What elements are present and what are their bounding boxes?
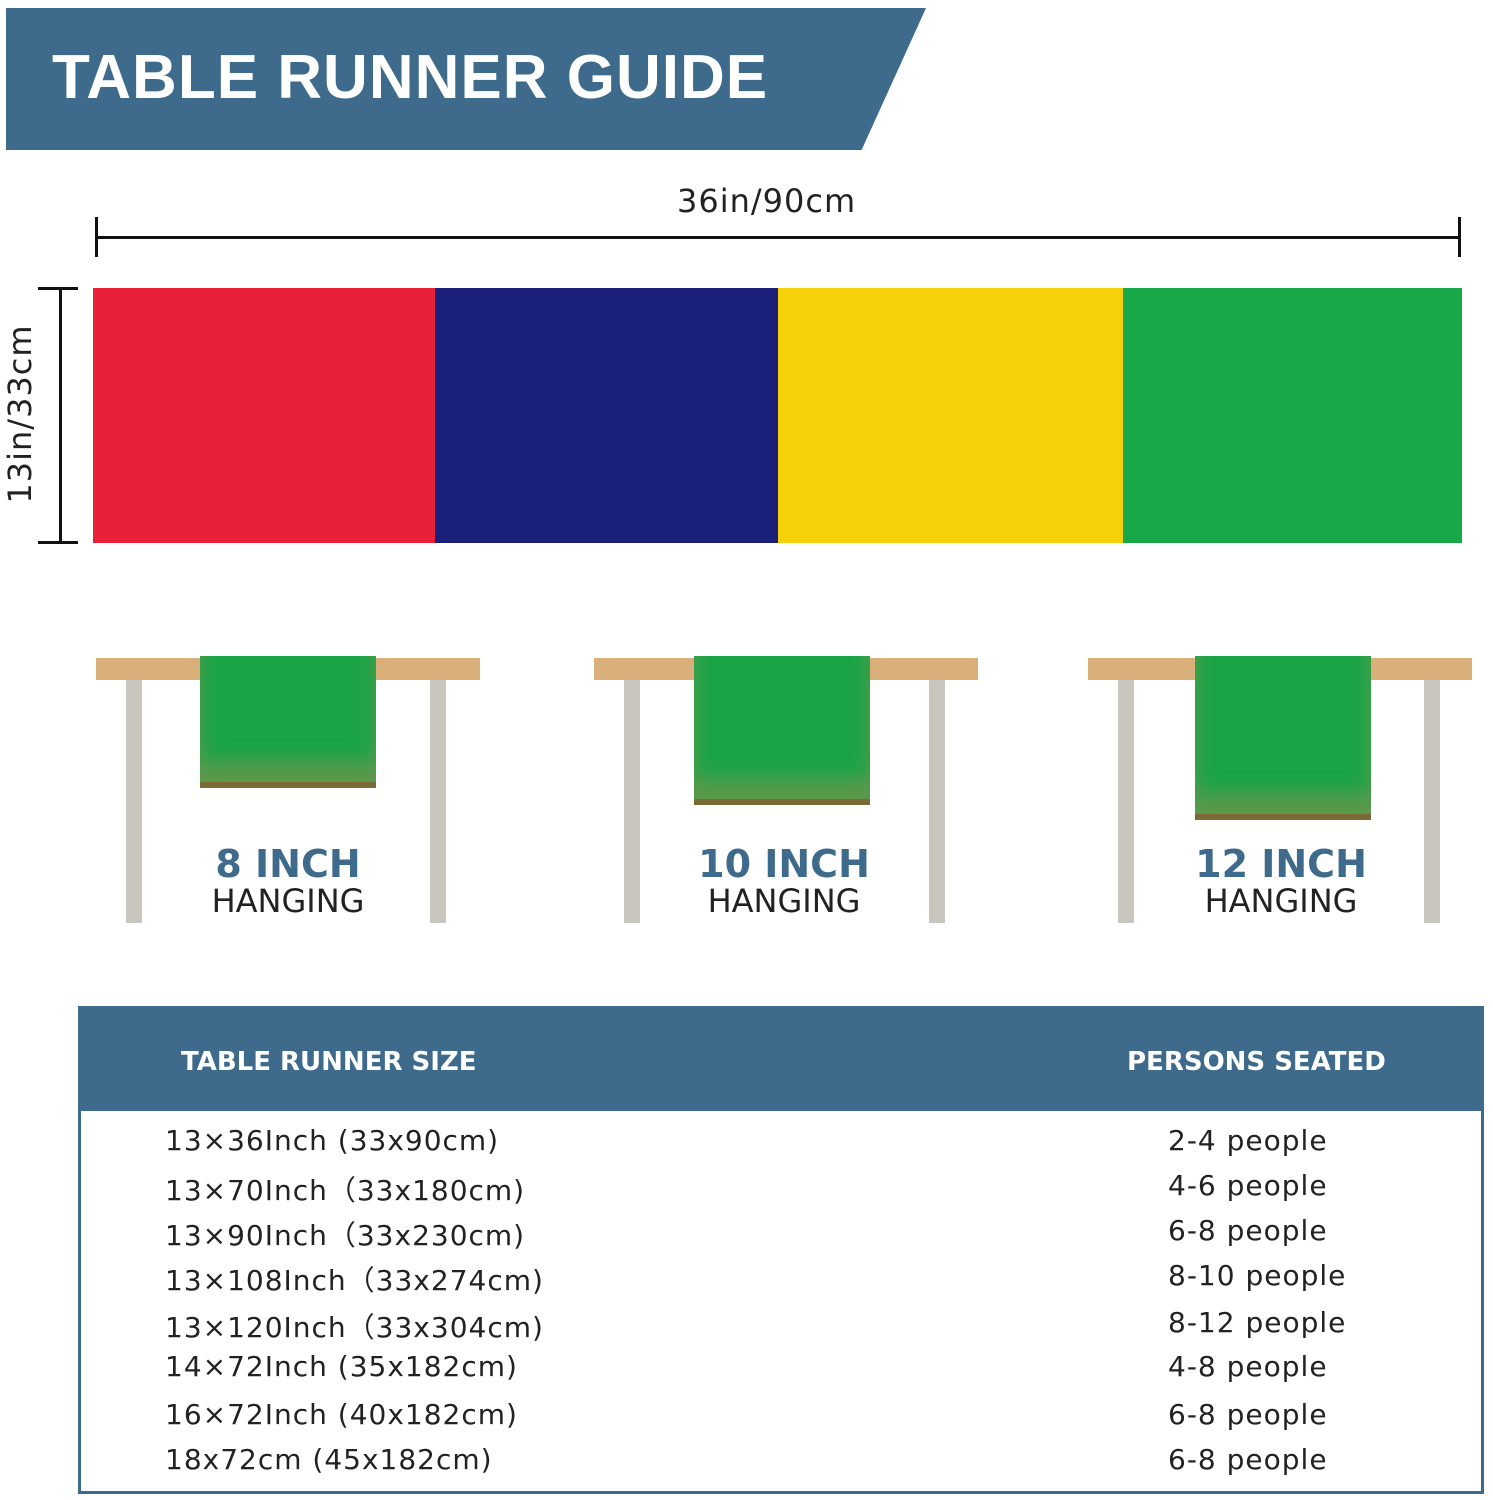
runner-drape xyxy=(200,656,376,788)
dimension-tick xyxy=(95,217,98,257)
table-row-persons: 6-8 people xyxy=(1168,1214,1328,1247)
dimension-tick xyxy=(1458,217,1461,257)
header-size: TABLE RUNNER SIZE xyxy=(181,1047,477,1077)
dimension-tick xyxy=(38,541,78,544)
table-row-persons: 8-12 people xyxy=(1168,1306,1347,1339)
table-row-persons: 6-8 people xyxy=(1168,1443,1328,1476)
width-dimension-line xyxy=(97,236,1461,239)
table-row-persons: 2-4 people xyxy=(1168,1124,1328,1157)
title-banner xyxy=(6,8,926,150)
hanging-size: 10 INCH xyxy=(698,842,870,886)
runner-stripe-blue xyxy=(435,288,778,543)
size-table: TABLE RUNNER SIZE PERSONS SEATED 13×36In… xyxy=(78,1006,1484,1494)
table-row-size: 13×70Inch（33x180cm) xyxy=(165,1174,526,1207)
table-row-size: 14×72Inch (35x182cm) xyxy=(165,1350,518,1383)
width-label: 36in/90cm xyxy=(677,182,857,220)
runner-drape xyxy=(694,656,870,805)
height-label: 13in/33cm xyxy=(1,324,39,504)
table-row-size: 13×90Inch（33x230cm) xyxy=(165,1219,526,1252)
runner-stripe-yellow xyxy=(778,288,1123,543)
hanging-size: 12 INCH xyxy=(1195,842,1367,886)
table-leg xyxy=(624,680,640,923)
table-row-persons: 6-8 people xyxy=(1168,1398,1328,1431)
runner-drape xyxy=(1195,656,1371,820)
table-leg xyxy=(126,680,142,923)
dimension-tick xyxy=(38,287,78,290)
table-row-size: 13×120Inch（33x304cm) xyxy=(165,1311,544,1344)
header-persons: PERSONS SEATED xyxy=(1127,1047,1386,1077)
table-row-size: 13×36Inch (33x90cm) xyxy=(165,1124,500,1157)
table-row-size: 18x72cm (45x182cm) xyxy=(165,1443,493,1476)
table-row-persons: 4-6 people xyxy=(1168,1169,1328,1202)
page-title: TABLE RUNNER GUIDE xyxy=(52,43,769,112)
table-leg xyxy=(1424,680,1440,923)
hanging-size: 8 INCH xyxy=(215,842,361,886)
height-dimension-line xyxy=(59,288,62,543)
table-leg xyxy=(430,680,446,923)
table-row-size: 16×72Inch (40x182cm) xyxy=(165,1398,518,1431)
runner-stripe-red xyxy=(93,288,435,543)
table-row-persons: 4-8 people xyxy=(1168,1350,1328,1383)
table-leg xyxy=(929,680,945,923)
hanging-label: HANGING xyxy=(1204,882,1358,920)
hanging-label: HANGING xyxy=(211,882,365,920)
hanging-label: HANGING xyxy=(707,882,861,920)
table-leg xyxy=(1118,680,1134,923)
runner-stripe-green xyxy=(1123,288,1462,543)
table-row-size: 13×108Inch（33x274cm) xyxy=(165,1264,544,1297)
table-row-persons: 8-10 people xyxy=(1168,1259,1347,1292)
size-table-header: TABLE RUNNER SIZE PERSONS SEATED xyxy=(81,1009,1481,1111)
